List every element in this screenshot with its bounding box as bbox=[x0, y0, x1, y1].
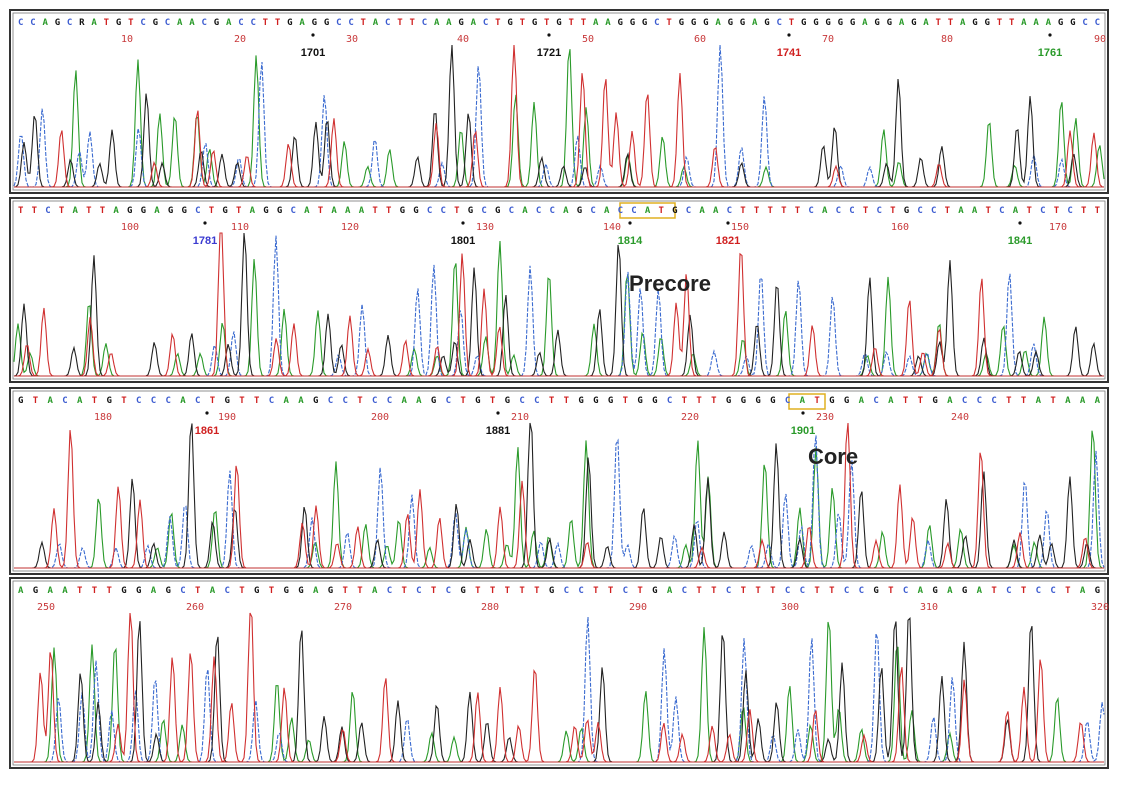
marker-label: 1814 bbox=[618, 235, 643, 247]
panel-border bbox=[10, 578, 1108, 768]
chromatogram: CCAGCRATGTCGCAACGACCTTGAGGCCTACTTCAAGACT… bbox=[0, 0, 1128, 801]
marker-label: 1801 bbox=[451, 235, 475, 247]
marker-label: 1821 bbox=[716, 235, 740, 247]
position-number: 30 bbox=[346, 34, 358, 45]
region-label: Core bbox=[808, 444, 858, 469]
marker-dot bbox=[726, 221, 729, 224]
trace bbox=[14, 241, 1104, 376]
position-number: 250 bbox=[37, 602, 55, 613]
position-number: 120 bbox=[341, 222, 359, 233]
position-number: 150 bbox=[731, 222, 749, 233]
marker-dot bbox=[203, 221, 206, 224]
position-number: 200 bbox=[371, 412, 389, 423]
position-number: 40 bbox=[457, 34, 469, 45]
position-number: 290 bbox=[629, 602, 647, 613]
marker-dot bbox=[801, 411, 804, 414]
position-number: 220 bbox=[681, 412, 699, 423]
position-number: 190 bbox=[218, 412, 236, 423]
position-number: 310 bbox=[920, 602, 938, 613]
position-number: 20 bbox=[234, 34, 246, 45]
position-number: 110 bbox=[231, 222, 249, 233]
marker-dot bbox=[628, 221, 631, 224]
marker-dot bbox=[205, 411, 208, 414]
position-number: 50 bbox=[582, 34, 594, 45]
position-number: 300 bbox=[781, 602, 799, 613]
position-number: 180 bbox=[94, 412, 112, 423]
marker-dot bbox=[311, 33, 314, 36]
trace bbox=[14, 435, 1104, 568]
position-number: 60 bbox=[694, 34, 706, 45]
marker-label: 1901 bbox=[791, 425, 815, 437]
position-number: 130 bbox=[476, 222, 494, 233]
marker-dot bbox=[461, 221, 464, 224]
marker-label: 1761 bbox=[1038, 47, 1062, 59]
marker-dot bbox=[787, 33, 790, 36]
position-number: 270 bbox=[334, 602, 352, 613]
marker-label: 1701 bbox=[301, 47, 325, 59]
marker-label: 1881 bbox=[486, 425, 510, 437]
marker-label: 1781 bbox=[193, 235, 217, 247]
marker-label: 1861 bbox=[195, 425, 219, 437]
trace bbox=[14, 45, 1104, 187]
marker-label: 1721 bbox=[537, 47, 561, 59]
position-number: 280 bbox=[481, 602, 499, 613]
position-number: 140 bbox=[603, 222, 621, 233]
position-number: 260 bbox=[186, 602, 204, 613]
position-number: 160 bbox=[891, 222, 909, 233]
position-number: 240 bbox=[951, 412, 969, 423]
marker-dot bbox=[1048, 33, 1051, 36]
marker-label: 1841 bbox=[1008, 235, 1032, 247]
marker-dot bbox=[496, 411, 499, 414]
position-number: 90 bbox=[1094, 34, 1106, 45]
marker-label: 1741 bbox=[777, 47, 801, 59]
position-number: 70 bbox=[822, 34, 834, 45]
panel-border-inner bbox=[13, 391, 1105, 571]
position-number: 80 bbox=[941, 34, 953, 45]
marker-dot bbox=[547, 33, 550, 36]
position-number: 10 bbox=[121, 34, 133, 45]
position-number: 170 bbox=[1049, 222, 1067, 233]
region-label: Precore bbox=[629, 271, 711, 296]
position-number: 100 bbox=[121, 222, 139, 233]
trace bbox=[14, 431, 1104, 568]
position-number: 230 bbox=[816, 412, 834, 423]
position-number: 320 bbox=[1091, 602, 1109, 613]
position-number: 210 bbox=[511, 412, 529, 423]
panel-border bbox=[10, 198, 1108, 382]
marker-dot bbox=[1018, 221, 1021, 224]
